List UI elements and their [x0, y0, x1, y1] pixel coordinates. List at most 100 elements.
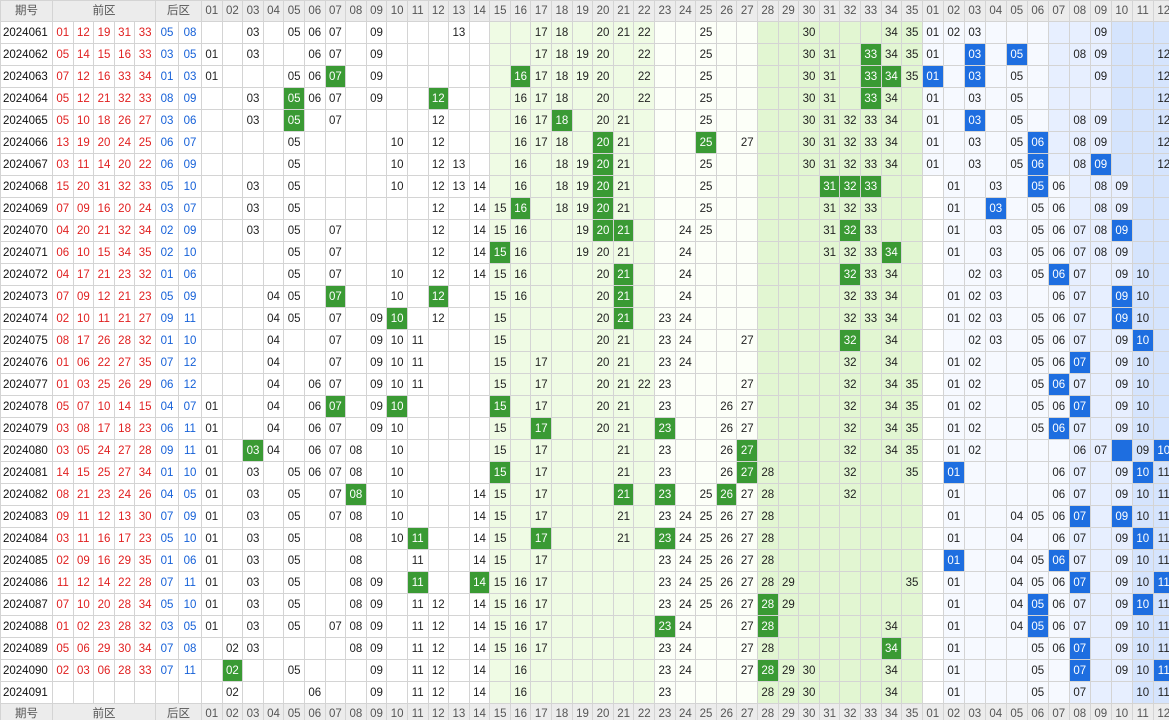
front-trend-cell: 20	[592, 65, 614, 88]
top-back-col-12: 12	[1152, 0, 1169, 22]
back-trend-cell	[984, 153, 1007, 176]
front-draw-number: 01	[52, 373, 74, 396]
front-trend-cell: 26	[715, 571, 738, 594]
front-trend-cell: 17	[530, 43, 553, 66]
front-trend-cell	[345, 21, 367, 44]
front-trend-cell	[468, 21, 491, 44]
front-trend-cell	[921, 659, 944, 682]
front-trend-cell	[242, 153, 264, 176]
front-trend-cell	[448, 571, 470, 594]
back-trend-cell	[942, 87, 965, 110]
back-hit-cell: 06	[1026, 131, 1049, 154]
front-trend-cell	[406, 21, 429, 44]
front-trend-cell: 08	[345, 615, 367, 638]
back-trend-cell	[984, 21, 1007, 44]
issue-number: 2024067	[0, 153, 53, 176]
front-trend-cell	[551, 637, 573, 660]
back-draw-number: 08	[177, 637, 202, 660]
front-draw-number: 15	[93, 43, 115, 66]
back-draw-number: 05	[154, 285, 179, 308]
back-trend-cell: 05	[1026, 571, 1049, 594]
bottom-front-col-20: 20	[592, 703, 614, 720]
front-trend-cell: 33	[859, 285, 882, 308]
back-trend-cell: 10	[1131, 659, 1154, 682]
front-trend-cell: 14	[468, 197, 491, 220]
front-trend-cell	[221, 373, 244, 396]
front-trend-cell: 21	[612, 109, 635, 132]
front-trend-cell: 24	[674, 527, 697, 550]
front-trend-cell: 24	[674, 241, 697, 264]
back-trend-cell: 08	[1089, 219, 1112, 242]
front-trend-cell	[695, 417, 717, 440]
front-trend-cell: 19	[571, 43, 594, 66]
front-trend-cell: 24	[674, 219, 697, 242]
front-trend-cell	[757, 21, 779, 44]
back-trend-cell: 09	[1089, 109, 1112, 132]
front-draw-number: 17	[72, 263, 95, 286]
front-trend-cell	[818, 527, 841, 550]
front-trend-cell	[715, 615, 738, 638]
back-trend-cell: 04	[1005, 527, 1028, 550]
front-trend-cell	[386, 109, 408, 132]
front-draw-number: 03	[72, 659, 95, 682]
front-trend-cell	[612, 87, 635, 110]
front-trend-cell	[489, 109, 511, 132]
bottom-front-col-25: 25	[695, 703, 717, 720]
back-hit-cell: 11	[1152, 571, 1169, 594]
front-trend-cell: 20	[592, 307, 614, 330]
front-trend-cell: 06	[303, 21, 326, 44]
front-trend-cell: 27	[736, 417, 759, 440]
back-trend-cell	[1110, 681, 1133, 704]
front-draw-number: 01	[52, 615, 74, 638]
front-trend-cell	[489, 87, 511, 110]
back-trend-cell	[963, 197, 986, 220]
back-trend-cell	[1005, 395, 1028, 418]
front-trend-cell: 16	[509, 219, 532, 242]
back-trend-cell: 03	[984, 219, 1007, 242]
back-trend-cell	[984, 571, 1007, 594]
back-draw-number: 11	[177, 417, 202, 440]
back-trend-cell	[984, 615, 1007, 638]
front-draw-number: 17	[113, 527, 136, 550]
front-draw-number: 28	[134, 439, 156, 462]
back-draw-number: 10	[177, 527, 202, 550]
front-trend-cell	[262, 241, 285, 264]
back-trend-cell	[1131, 197, 1154, 220]
back-trend-cell	[1026, 43, 1049, 66]
back-trend-cell: 02	[963, 307, 986, 330]
back-hit-cell: 05	[1005, 43, 1028, 66]
front-trend-cell	[386, 21, 408, 44]
front-trend-cell	[633, 439, 656, 462]
front-draw-number: 20	[72, 175, 95, 198]
front-trend-cell	[468, 351, 491, 374]
front-trend-cell: 14	[468, 659, 491, 682]
front-trend-cell: 28	[757, 637, 779, 660]
front-trend-cell	[633, 637, 656, 660]
front-trend-cell: 19	[571, 219, 594, 242]
front-trend-cell	[777, 351, 800, 374]
front-trend-cell	[633, 549, 656, 572]
back-trend-cell	[1026, 285, 1049, 308]
bottom-front-col-10: 10	[386, 703, 408, 720]
front-trend-cell	[654, 241, 676, 264]
back-trend-cell	[942, 43, 965, 66]
back-trend-cell	[1068, 175, 1091, 198]
front-trend-cell	[345, 417, 367, 440]
front-trend-cell	[921, 571, 944, 594]
front-trend-cell: 12	[427, 681, 450, 704]
front-trend-cell	[921, 219, 944, 242]
back-trend-cell	[984, 417, 1007, 440]
front-trend-cell	[880, 219, 903, 242]
front-trend-cell: 15	[489, 219, 511, 242]
front-trend-cell: 23	[654, 351, 676, 374]
bottom-front-col-06: 06	[303, 703, 326, 720]
back-trend-cell: 03	[984, 329, 1007, 352]
bottom-front-col-07: 07	[324, 703, 347, 720]
front-hit-cell: 32	[839, 219, 861, 242]
front-trend-cell: 14	[468, 637, 491, 660]
front-draw-number: 27	[113, 439, 136, 462]
front-trend-cell	[365, 219, 388, 242]
front-draw-number: 24	[113, 483, 136, 506]
front-trend-cell: 24	[674, 329, 697, 352]
back-trend-cell	[1068, 65, 1091, 88]
